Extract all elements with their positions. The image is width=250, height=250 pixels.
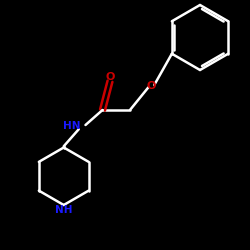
- Text: NH: NH: [55, 205, 72, 215]
- Text: HN: HN: [62, 121, 80, 131]
- Text: O: O: [146, 81, 156, 91]
- Text: O: O: [105, 72, 115, 82]
